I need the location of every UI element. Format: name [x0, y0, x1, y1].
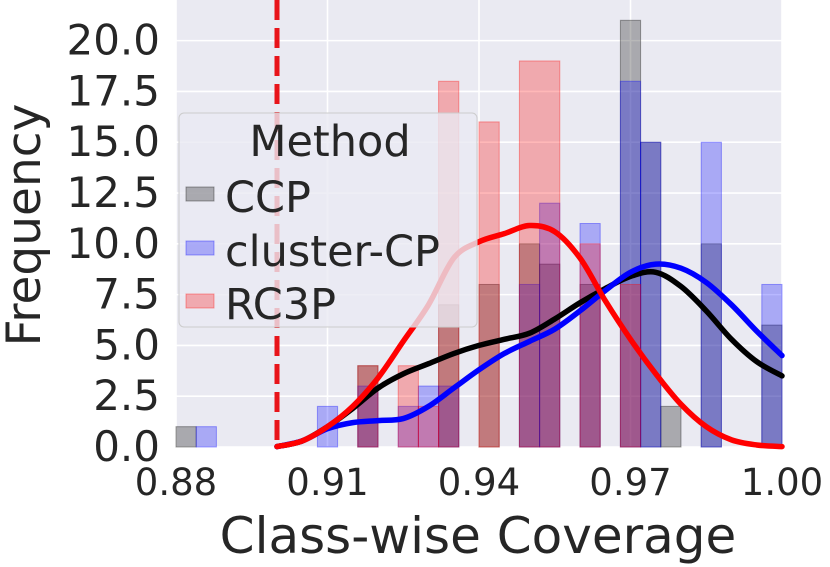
- histogram-bar: [518, 60, 561, 448]
- histogram-bar: [700, 243, 722, 448]
- legend-swatch: [185, 186, 215, 202]
- y-tick-label: 20.0: [66, 16, 160, 65]
- x-tick-label: 0.88: [135, 461, 217, 504]
- legend-label: RC3P: [225, 280, 336, 330]
- y-tick-label: 10.0: [66, 219, 160, 268]
- x-tick-label: 0.97: [589, 461, 671, 504]
- legend-label: cluster-CP: [225, 227, 440, 277]
- histogram-bar: [619, 283, 642, 448]
- x-tick-label: 1.00: [741, 461, 823, 504]
- histogram-bar: [438, 385, 460, 448]
- y-tick-label: 5.0: [93, 320, 160, 369]
- x-tick-label: 0.91: [286, 461, 368, 504]
- legend-label: CCP: [225, 173, 311, 223]
- histogram-bar: [195, 426, 217, 448]
- histogram-bar: [619, 19, 642, 448]
- histogram-bar: [619, 80, 642, 448]
- histogram-bar: [175, 426, 197, 448]
- legend-swatch: [185, 240, 215, 256]
- legend-box: [178, 112, 478, 328]
- y-tick-label: 17.5: [66, 66, 160, 115]
- y-tick-label: 0.0: [93, 422, 160, 471]
- histogram-bar: [660, 405, 682, 448]
- y-tick-label: 2.5: [93, 371, 160, 420]
- histogram-bar: [640, 141, 662, 448]
- kde-curve-rc3p: [274, 222, 785, 450]
- histogram-bar: [397, 365, 419, 448]
- y-tick-label: 15.0: [66, 117, 160, 166]
- kde-curve-cluster-cp: [274, 261, 785, 450]
- x-tick-label: 0.94: [438, 461, 520, 504]
- histogram-bar: [579, 283, 601, 448]
- histogram-bar: [518, 283, 541, 448]
- histogram-bar: [478, 121, 500, 448]
- series-bars-cluster-cp: [195, 80, 783, 448]
- y-axis-title: Frequency: [0, 104, 52, 347]
- histogram-bar: [539, 263, 561, 448]
- legend-title: Method: [249, 117, 410, 167]
- legend-swatch: [185, 293, 215, 309]
- y-tick-label: 7.5: [93, 270, 160, 319]
- y-tick-label: 12.5: [66, 168, 160, 217]
- x-axis-title: Class-wise Coverage: [220, 507, 737, 565]
